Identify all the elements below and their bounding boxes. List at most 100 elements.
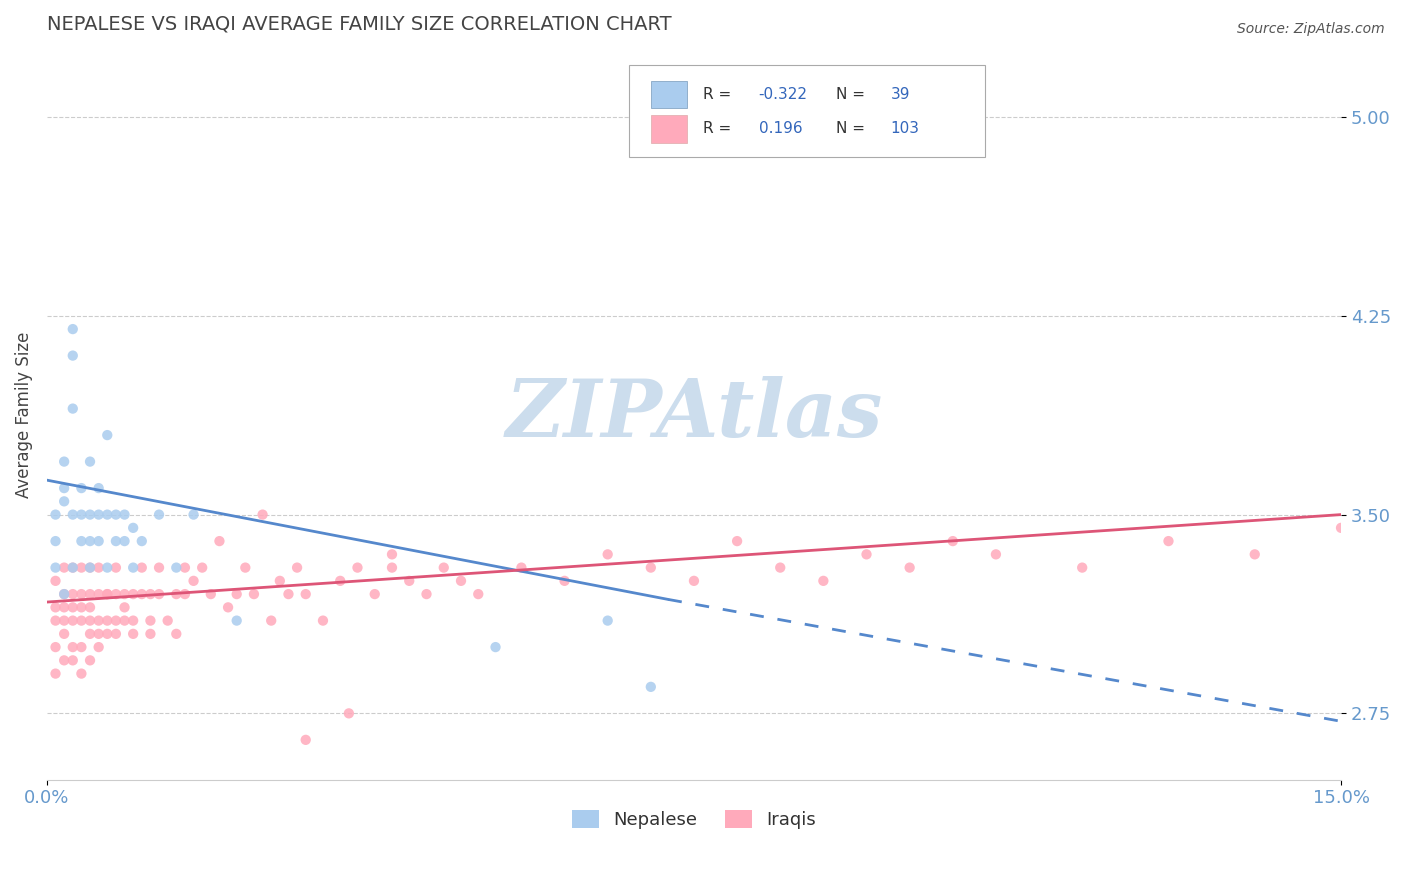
- Point: [148, 587, 170, 601]
- Point: [139, 587, 162, 601]
- Point: [855, 547, 877, 561]
- Point: [96, 587, 118, 601]
- Point: [79, 600, 101, 615]
- Point: [114, 614, 136, 628]
- Point: [104, 627, 127, 641]
- Point: [1330, 521, 1353, 535]
- Point: [450, 574, 472, 588]
- Point: [148, 508, 170, 522]
- Point: [53, 494, 76, 508]
- Point: [225, 614, 247, 628]
- Y-axis label: Average Family Size: Average Family Size: [15, 332, 32, 499]
- Point: [79, 534, 101, 549]
- Point: [62, 560, 84, 574]
- Point: [122, 627, 145, 641]
- Point: [44, 666, 66, 681]
- Point: [53, 614, 76, 628]
- Point: [139, 614, 162, 628]
- Point: [79, 653, 101, 667]
- Point: [174, 587, 197, 601]
- Point: [131, 587, 153, 601]
- Point: [510, 560, 533, 574]
- Text: NEPALESE VS IRAQI AVERAGE FAMILY SIZE CORRELATION CHART: NEPALESE VS IRAQI AVERAGE FAMILY SIZE CO…: [46, 15, 672, 34]
- Point: [53, 627, 76, 641]
- Point: [596, 614, 619, 628]
- Point: [104, 614, 127, 628]
- Point: [79, 560, 101, 574]
- Point: [62, 560, 84, 574]
- Point: [122, 560, 145, 574]
- Point: [233, 560, 256, 574]
- Point: [44, 508, 66, 522]
- Point: [104, 508, 127, 522]
- Point: [104, 560, 127, 574]
- Point: [70, 481, 93, 495]
- Text: 39: 39: [890, 87, 910, 102]
- Point: [725, 534, 748, 549]
- Point: [984, 547, 1007, 561]
- Point: [70, 508, 93, 522]
- Point: [285, 560, 308, 574]
- Point: [79, 454, 101, 468]
- Point: [398, 574, 420, 588]
- Legend: Nepalese, Iraqis: Nepalese, Iraqis: [565, 803, 823, 836]
- Point: [87, 587, 110, 601]
- Point: [79, 587, 101, 601]
- Point: [225, 587, 247, 601]
- Point: [165, 587, 187, 601]
- Point: [640, 560, 662, 574]
- Text: R =: R =: [703, 121, 737, 136]
- Point: [62, 640, 84, 654]
- Point: [53, 653, 76, 667]
- Point: [364, 587, 387, 601]
- Point: [114, 587, 136, 601]
- Point: [96, 428, 118, 442]
- Point: [96, 560, 118, 574]
- Point: [1157, 534, 1180, 549]
- Text: R =: R =: [703, 87, 737, 102]
- Point: [96, 508, 118, 522]
- Point: [131, 560, 153, 574]
- Point: [62, 587, 84, 601]
- Point: [191, 560, 214, 574]
- Point: [200, 587, 222, 601]
- Point: [156, 614, 179, 628]
- Point: [44, 640, 66, 654]
- Point: [769, 560, 792, 574]
- Point: [70, 614, 93, 628]
- Point: [79, 627, 101, 641]
- Point: [79, 560, 101, 574]
- Point: [70, 666, 93, 681]
- Point: [114, 508, 136, 522]
- Point: [53, 560, 76, 574]
- Point: [70, 600, 93, 615]
- Point: [554, 574, 576, 588]
- Point: [87, 508, 110, 522]
- Point: [252, 508, 274, 522]
- Point: [269, 574, 291, 588]
- Point: [122, 587, 145, 601]
- Point: [44, 534, 66, 549]
- Point: [53, 481, 76, 495]
- Point: [381, 547, 404, 561]
- Point: [96, 614, 118, 628]
- Point: [87, 560, 110, 574]
- Text: 0.196: 0.196: [759, 121, 803, 136]
- Bar: [651, 115, 688, 143]
- Point: [62, 614, 84, 628]
- Point: [139, 627, 162, 641]
- Point: [70, 534, 93, 549]
- Point: [294, 732, 316, 747]
- Point: [208, 534, 231, 549]
- Point: [104, 587, 127, 601]
- Point: [329, 574, 352, 588]
- Point: [114, 534, 136, 549]
- Point: [484, 640, 506, 654]
- Point: [467, 587, 489, 601]
- Point: [87, 534, 110, 549]
- Point: [87, 614, 110, 628]
- Point: [62, 653, 84, 667]
- Point: [381, 560, 404, 574]
- Point: [53, 587, 76, 601]
- Point: [433, 560, 456, 574]
